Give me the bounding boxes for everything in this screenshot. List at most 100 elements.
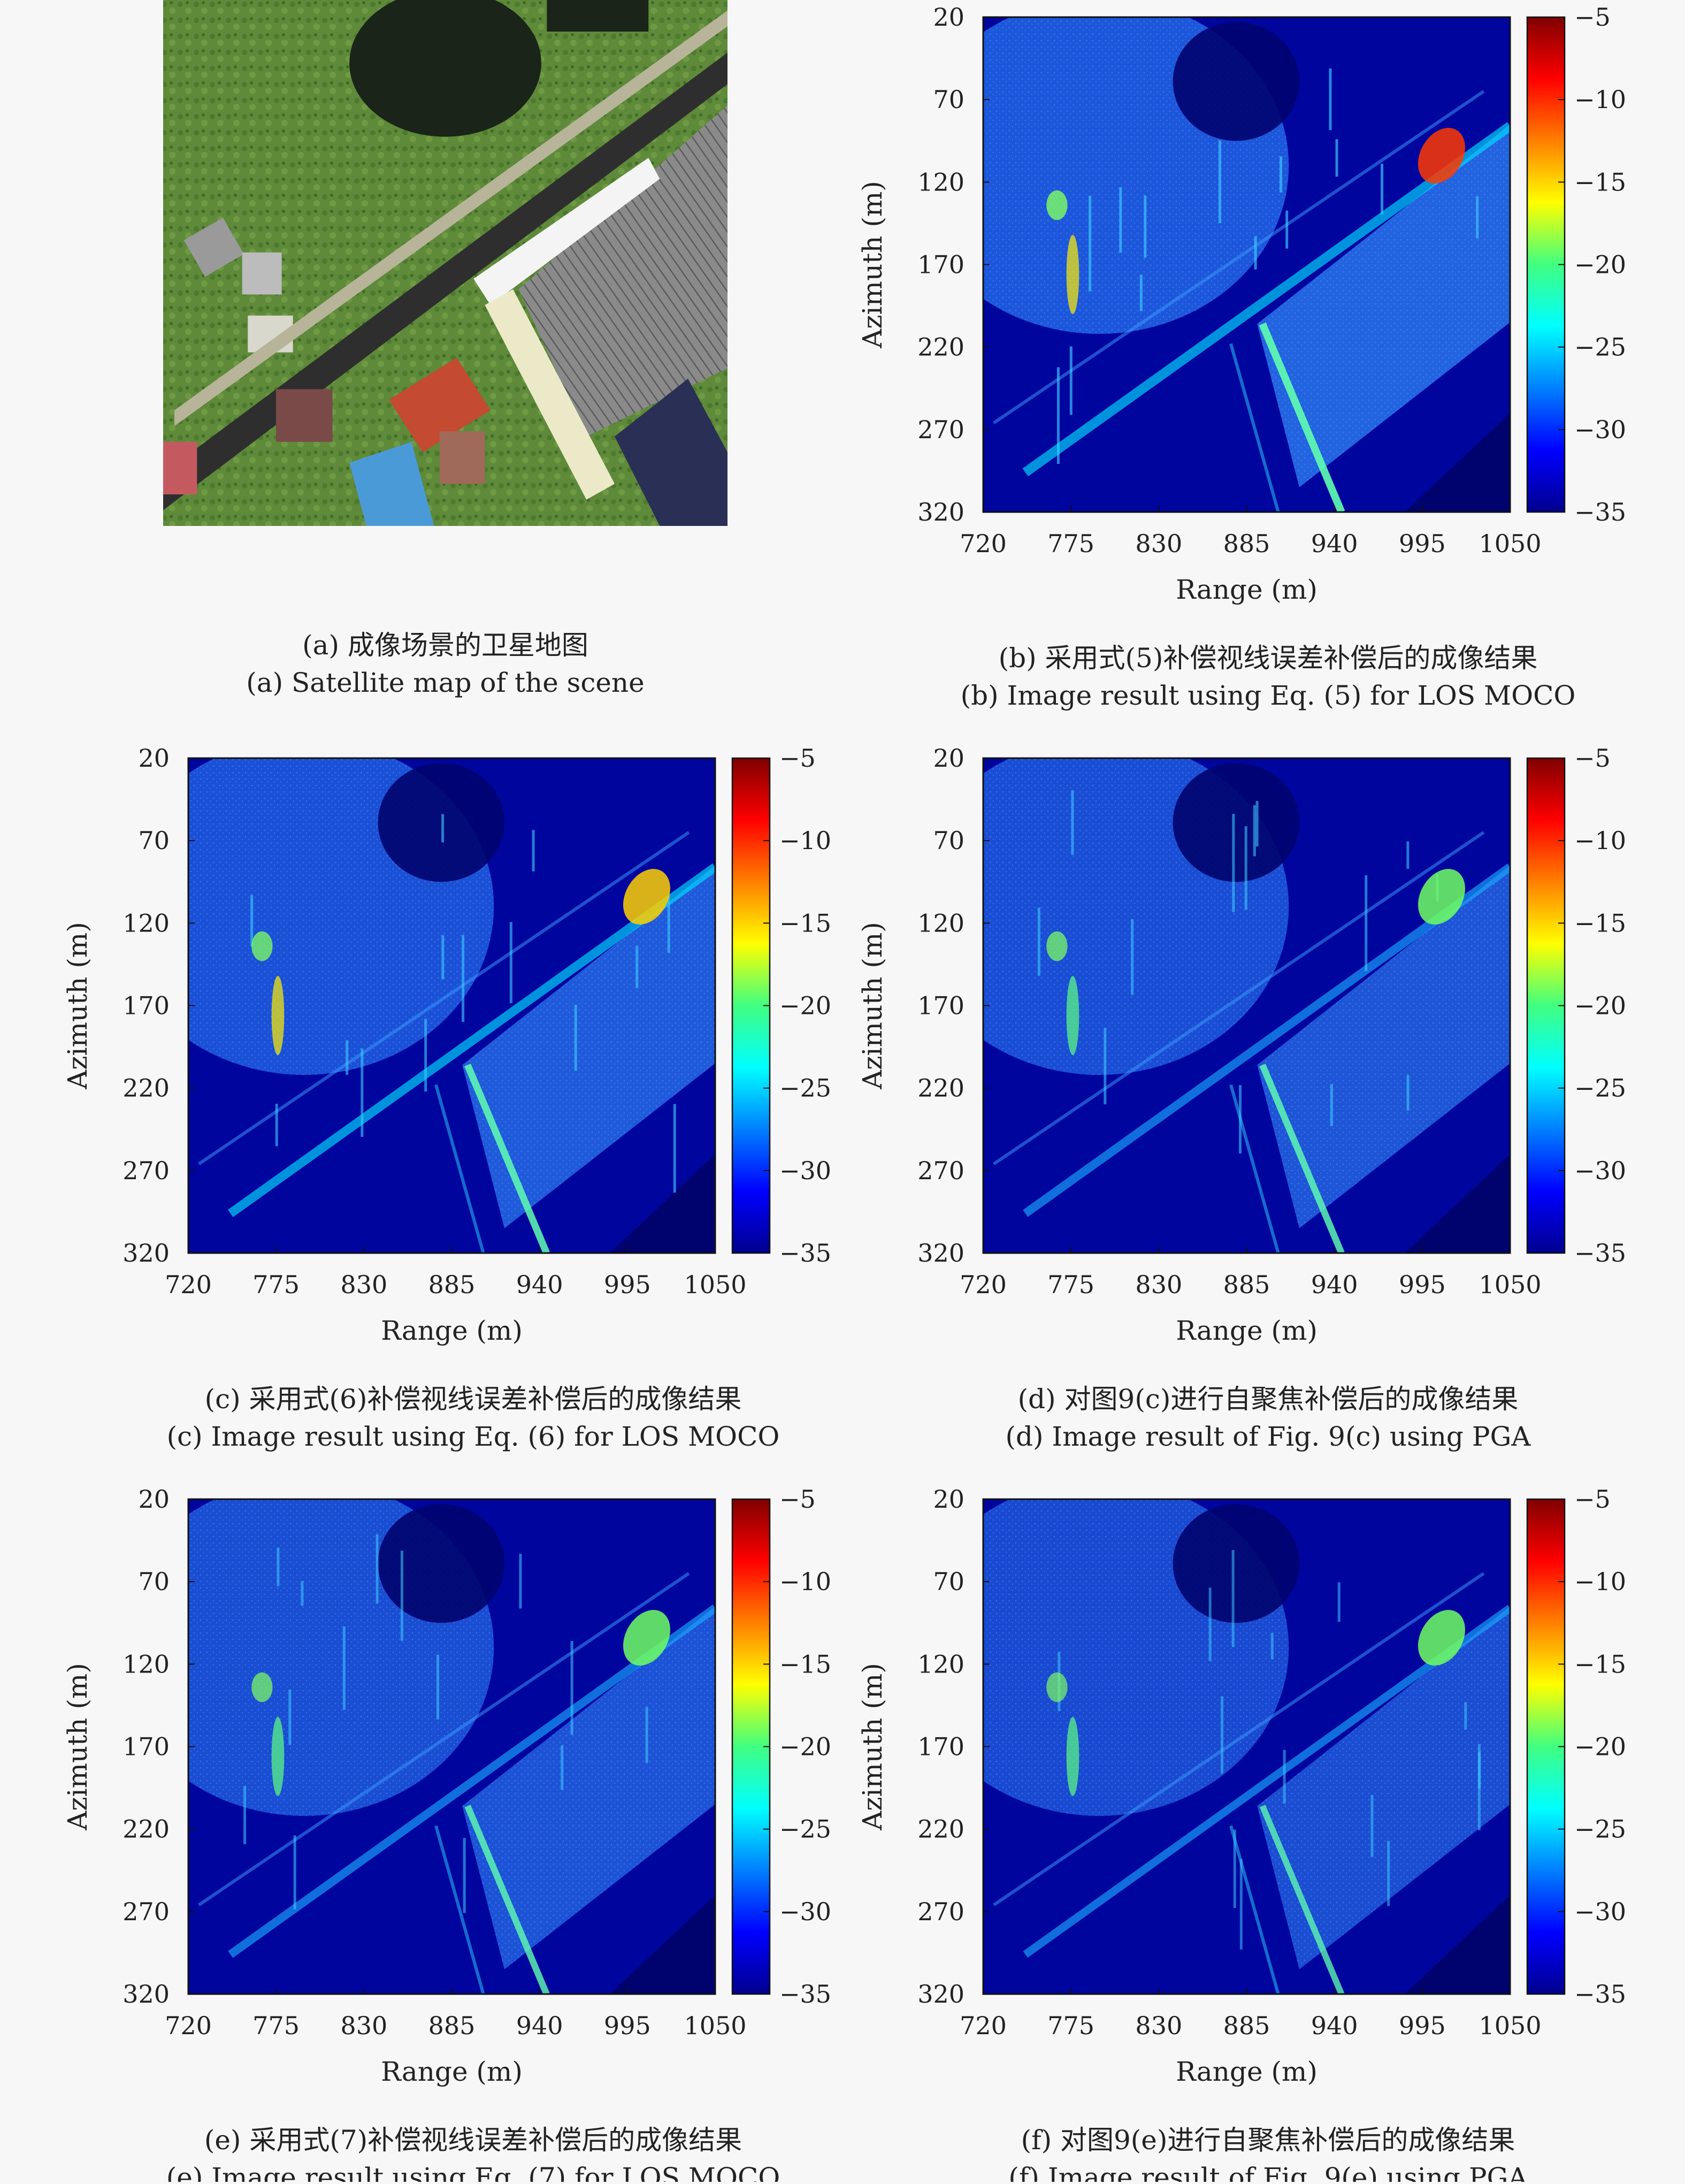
map-dark-building bbox=[615, 378, 727, 526]
sar-streak-2 bbox=[434, 1825, 485, 1994]
x-tick-label: 1050 bbox=[1479, 1270, 1541, 1299]
panel-e: 720 775 830 885 940 995 1050 20 70 120 170 220 270 32… bbox=[62, 1485, 831, 2184]
sar-road-edge-2 bbox=[993, 831, 1485, 1165]
sar-road-edge-2 bbox=[993, 1572, 1485, 1906]
sar-building-speckle bbox=[462, 865, 715, 1228]
caption-en-d: (d) Image result of Fig. 9(c) using PGA bbox=[1005, 1421, 1531, 1452]
sar-bright-streak bbox=[1259, 1805, 1345, 1994]
sar-image-d bbox=[983, 758, 1510, 1253]
caption-cn-b: (b) 采用式(5)补偿视线误差补偿后的成像结果 bbox=[999, 643, 1538, 674]
y-tick-label: 70 bbox=[933, 85, 964, 114]
map-blue-roof bbox=[349, 441, 434, 526]
caption-en-c: (c) Image result using Eq. (6) for LOS M… bbox=[167, 1421, 780, 1452]
map-roof bbox=[163, 441, 197, 495]
x-tick-label: 775 bbox=[252, 1270, 300, 1299]
y-tick-label: 270 bbox=[917, 415, 964, 444]
colorbar-tick-label: −25 bbox=[779, 1815, 831, 1844]
y-tick-label: 220 bbox=[917, 1074, 964, 1103]
map-roof bbox=[439, 431, 485, 484]
colorbar-tick-label: −35 bbox=[1574, 1239, 1626, 1267]
axes-c: 720 775 830 885 940 995 1050 20 70 120 170 220 270 32… bbox=[62, 744, 747, 1346]
x-tick-label: 940 bbox=[1311, 1270, 1358, 1299]
sar-bright-streak bbox=[1259, 322, 1345, 512]
x-tick-label: 775 bbox=[1047, 2011, 1094, 2040]
sar-hotspot-3 bbox=[251, 931, 273, 961]
sar-road-edge-1 bbox=[1022, 122, 1510, 477]
map-house bbox=[183, 217, 244, 277]
y-tick-label: 20 bbox=[933, 1485, 964, 1514]
caption-cn-d: (d) 对图9(c)进行自聚焦补偿后的成像结果 bbox=[1018, 1384, 1519, 1415]
x-tick-label: 995 bbox=[604, 1270, 651, 1299]
axes-d: 720 775 830 885 940 995 1050 20 70 120 170 220 270 32… bbox=[857, 744, 1542, 1346]
y-tick-label: 320 bbox=[122, 1239, 170, 1267]
map-warehouse-roof bbox=[518, 105, 727, 437]
y-tick-label: 270 bbox=[122, 1897, 170, 1926]
y-axis-label: Azimuth (m) bbox=[857, 181, 888, 349]
colorbar-tick-label: −10 bbox=[779, 1567, 831, 1596]
sar-hotspot-2 bbox=[1066, 1717, 1079, 1796]
sar-bright-streak bbox=[464, 1063, 550, 1253]
sar-image-e bbox=[188, 1499, 715, 1994]
caption-en-e: (e) Image result using Eq. (7) for LOS M… bbox=[166, 2162, 780, 2182]
x-tick-label: 885 bbox=[428, 2011, 476, 2040]
sar-hotspot-3 bbox=[1046, 190, 1068, 220]
satellite-map bbox=[163, 0, 728, 526]
colorbar-b: −5 −10 −15 −20 −25 −30 −35 bbox=[1526, 3, 1626, 526]
x-tick-label: 830 bbox=[1135, 529, 1182, 558]
sar-hotspot bbox=[1418, 1610, 1465, 1666]
y-tick-label: 120 bbox=[917, 908, 964, 937]
colorbar-tick-label: −15 bbox=[1574, 167, 1626, 196]
y-tick-label: 120 bbox=[122, 1650, 170, 1678]
sar-road-edge-1 bbox=[1023, 1605, 1510, 1958]
y-tick-label: 20 bbox=[138, 744, 170, 773]
sar-image-b bbox=[983, 17, 1510, 512]
sar-shadow bbox=[1405, 1154, 1510, 1253]
sar-hotspot bbox=[1418, 128, 1465, 184]
caption-cn-e: (e) 采用式(7)补偿视线误差补偿后的成像结果 bbox=[204, 2125, 742, 2156]
y-tick-label: 120 bbox=[122, 908, 170, 937]
sar-hotspot-3 bbox=[1046, 931, 1068, 961]
colorbar-tick-label: −15 bbox=[1574, 1650, 1626, 1678]
x-tick-label: 720 bbox=[960, 2011, 1007, 2040]
map-pond bbox=[349, 0, 541, 137]
x-tick-label: 775 bbox=[1047, 1270, 1094, 1299]
y-tick-label: 20 bbox=[933, 744, 964, 773]
sar-building-speckle bbox=[462, 1606, 715, 1969]
x-axis-label: Range (m) bbox=[381, 2056, 523, 2087]
y-tick-label: 170 bbox=[917, 991, 964, 1020]
x-tick-label: 940 bbox=[516, 1270, 563, 1299]
colorbar-e: −5 −10 −15 −20 −25 −30 −35 bbox=[731, 1485, 831, 2009]
x-tick-label: 940 bbox=[1311, 529, 1358, 558]
x-tick-label: 720 bbox=[165, 1270, 212, 1299]
y-tick-label: 170 bbox=[122, 991, 170, 1020]
sar-bright-streak bbox=[1259, 1064, 1345, 1253]
x-tick-label: 995 bbox=[1399, 1270, 1446, 1299]
y-tick-label: 320 bbox=[917, 1239, 964, 1267]
map-white-roof bbox=[473, 157, 660, 306]
x-axis-label: Range (m) bbox=[1176, 1315, 1318, 1346]
x-tick-label: 1050 bbox=[684, 2011, 746, 2040]
sar-pond bbox=[378, 763, 504, 882]
colorbar-tick-label: −30 bbox=[1574, 415, 1626, 444]
panel-c: 720 775 830 885 940 995 1050 20 70 120 170 220 270 32… bbox=[62, 744, 831, 1452]
sar-hotspot bbox=[623, 869, 670, 925]
y-tick-label: 220 bbox=[917, 333, 964, 362]
axes-f: 720 775 830 885 940 995 1050 20 70 120 170 220 270 32… bbox=[857, 1485, 1542, 2087]
y-tick-label: 120 bbox=[917, 1650, 964, 1678]
y-tick-label: 70 bbox=[138, 1567, 170, 1596]
sar-shadow bbox=[1405, 413, 1510, 512]
x-tick-label: 720 bbox=[165, 2011, 212, 2040]
sar-road-edge-1 bbox=[228, 1605, 715, 1958]
y-tick-label: 70 bbox=[933, 826, 964, 855]
sar-hotspot-2 bbox=[1066, 976, 1079, 1055]
y-tick-label: 270 bbox=[122, 1156, 170, 1185]
colorbar-d: −5 −10 −15 −20 −25 −30 −35 bbox=[1526, 744, 1626, 1267]
colorbar-tick-label: −25 bbox=[1574, 1815, 1626, 1844]
sar-image-f bbox=[983, 1499, 1510, 1994]
sar-road-edge-1 bbox=[227, 863, 715, 1217]
sar-hotspot-3 bbox=[1046, 1672, 1068, 1702]
sar-streak-2 bbox=[1229, 1084, 1280, 1253]
sar-pond bbox=[378, 1504, 504, 1623]
sar-building-speckle bbox=[1257, 1606, 1510, 1969]
